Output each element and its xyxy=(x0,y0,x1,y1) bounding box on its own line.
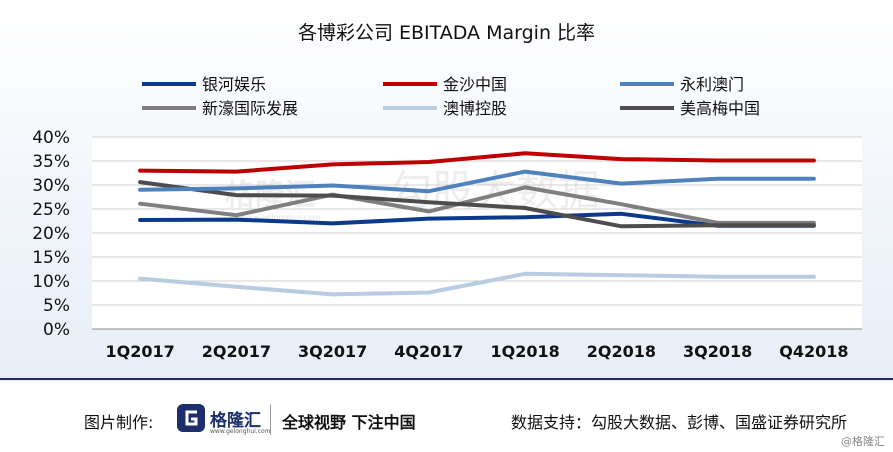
x-tick-label: 3Q2018 xyxy=(683,342,752,361)
legend-label: 澳博控股 xyxy=(443,99,507,118)
chart-title: 各博彩公司 EBITADA Margin 比率 xyxy=(297,22,596,44)
watermark-text: www.gelonghui.com xyxy=(240,213,321,222)
footer-divider-line xyxy=(0,378,893,380)
y-tick-label: 25% xyxy=(32,200,70,220)
x-tick-label: 1Q2017 xyxy=(105,342,174,361)
series-lines xyxy=(138,151,816,297)
x-tick-label: 3Q2017 xyxy=(298,342,367,361)
x-tick-label: 4Q2017 xyxy=(394,342,463,361)
x-tick-label: 1Q2018 xyxy=(490,342,559,361)
series-line-5 xyxy=(138,180,816,229)
made-by-label: 图片制作: xyxy=(84,413,154,432)
x-tick-label: 2Q2018 xyxy=(587,342,656,361)
brand-name: 格隆汇 xyxy=(210,411,261,431)
y-tick-label: 35% xyxy=(32,152,70,172)
legend-label: 银河娱乐 xyxy=(202,75,266,94)
x-tick-label: 2Q2017 xyxy=(202,342,271,361)
series-line-3 xyxy=(138,185,816,225)
y-tick-label: 10% xyxy=(32,272,70,292)
legend-label: 新濠国际发展 xyxy=(202,99,298,118)
brand-logo-icon xyxy=(177,404,205,432)
y-axis-ticks: 0% 5% 10% 15% 20% 25% 30% 35% 40% xyxy=(32,128,70,340)
y-tick-label: 30% xyxy=(32,176,70,196)
corner-watermark: @格隆汇 xyxy=(841,435,885,448)
data-source: 数据支持：勾股大数据、彭博、国盛证券研究所 xyxy=(511,413,848,432)
y-tick-label: 0% xyxy=(43,320,70,340)
footer: 图片制作: 格隆汇 www.gelonghui.com 全球视野 下注中国 数据… xyxy=(0,381,893,452)
legend-label: 美高梅中国 xyxy=(680,99,760,118)
series-line-1 xyxy=(138,151,816,174)
series-line-4 xyxy=(138,271,816,297)
series-line-2 xyxy=(138,169,816,194)
slogan: 全球视野 下注中国 xyxy=(282,413,416,432)
y-tick-label: 40% xyxy=(32,128,70,148)
brand-domain: www.gelonghui.com xyxy=(210,428,271,435)
y-tick-label: 15% xyxy=(32,248,70,268)
y-tick-label: 20% xyxy=(32,224,70,244)
legend-label: 金沙中国 xyxy=(443,75,507,94)
x-tick-label: Q42018 xyxy=(779,342,848,361)
gridlines xyxy=(92,136,862,330)
footer-separator xyxy=(270,405,271,435)
y-tick-label: 5% xyxy=(43,296,70,316)
legend-label: 永利澳门 xyxy=(680,75,744,94)
x-axis-ticks: 1Q2017 2Q2017 3Q2017 4Q2017 1Q2018 2Q2018 3Q20… xyxy=(105,342,848,361)
